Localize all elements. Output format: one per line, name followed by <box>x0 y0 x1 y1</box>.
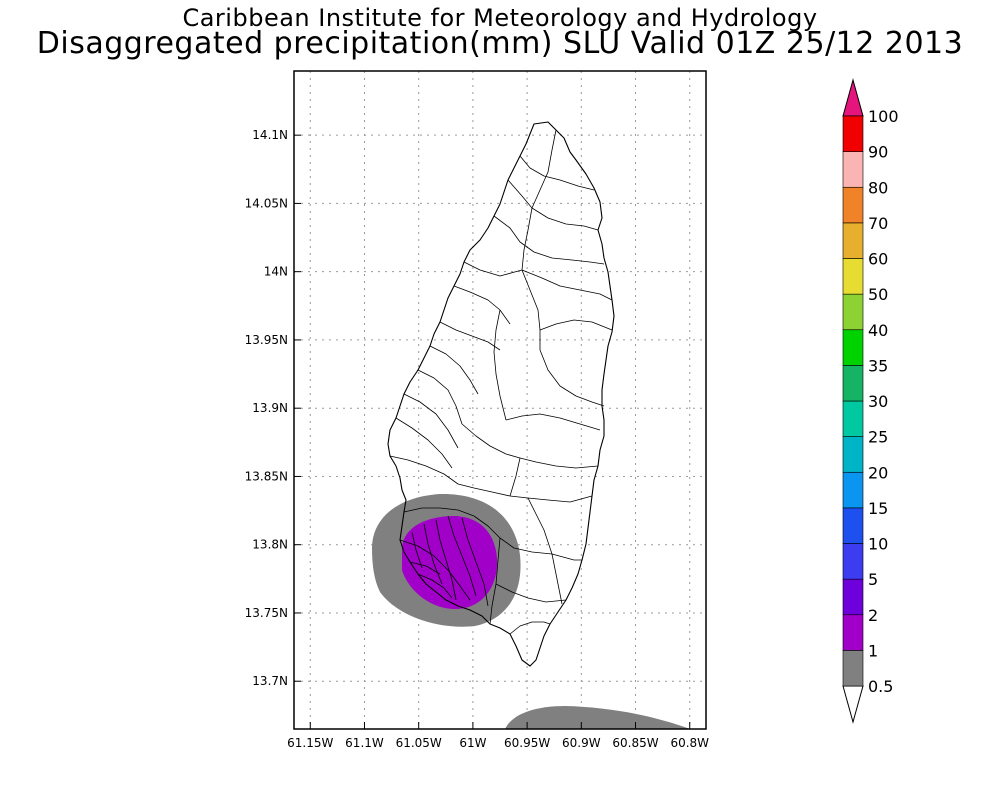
colorbar-label: 25 <box>868 428 888 447</box>
map-background <box>294 71 706 729</box>
map-subtitle: Disaggregated precipitation(mm) SLU Vali… <box>36 26 964 61</box>
map-content <box>294 71 706 729</box>
colorbar-label: 80 <box>868 178 888 197</box>
lon-tick-label: 60.85W <box>612 736 658 750</box>
colorbar-box-15 <box>842 471 864 509</box>
colorbar-box-0.5 <box>842 650 864 687</box>
lat-tick-label: 13.75N <box>245 606 288 620</box>
colorbar-box-25 <box>842 400 864 437</box>
colorbar-box-35 <box>842 329 864 366</box>
colorbar-label: 20 <box>868 463 888 482</box>
lon-tick-label: 61W <box>459 736 486 750</box>
colorbar-box-90 <box>842 115 864 152</box>
colorbar-box-40 <box>842 293 864 331</box>
colorbar-label: 90 <box>868 143 888 162</box>
colorbar-label: 30 <box>868 392 888 411</box>
lon-tick-label: 60.95W <box>504 736 550 750</box>
lon-tick-label: 61.05W <box>396 736 442 750</box>
lon-tick-label: 60.9W <box>562 736 601 750</box>
colorbar-label: 70 <box>868 214 888 233</box>
colorbar-box-60 <box>842 222 864 259</box>
colorbar-label: 15 <box>868 499 888 518</box>
lat-tick-label: 13.95N <box>245 333 288 347</box>
colorbar-label: 0.5 <box>868 677 893 696</box>
gridlines <box>294 71 706 729</box>
lat-tick-label: 13.85N <box>245 469 288 483</box>
colorbar-under-triangle <box>842 685 864 724</box>
colorbar-box-50 <box>842 258 864 295</box>
lon-tick-label: 61.15W <box>287 736 333 750</box>
lat-tick-label: 14N <box>264 265 288 279</box>
lon-tick-label: 61.1W <box>345 736 384 750</box>
colorbar-label: 5 <box>868 570 878 589</box>
lat-tick-label: 13.7N <box>252 674 288 688</box>
colorbar-label: 60 <box>868 250 888 269</box>
map-frame <box>293 70 707 730</box>
colorbar-label: 2 <box>868 606 878 625</box>
colorbar-box-80 <box>842 151 864 188</box>
lon-tick-label: 60.8W <box>670 736 709 750</box>
colorbar-box-5 <box>842 543 864 580</box>
colorbar-label: 10 <box>868 535 888 554</box>
watershed-boundaries <box>389 129 613 635</box>
colorbar-box-2 <box>842 578 864 616</box>
colorbar-label: 35 <box>868 356 888 375</box>
colorbar-box-70 <box>842 186 864 224</box>
lat-tick-label: 14.05N <box>245 196 288 210</box>
colorbar-box-10 <box>842 507 864 544</box>
colorbar-over-triangle <box>842 78 864 117</box>
precip-area-0.5mm-south <box>505 706 690 729</box>
map-title: Caribbean Institute for Meteorology and … <box>182 4 818 32</box>
colorbar-box-20 <box>842 436 864 473</box>
island-outline <box>387 121 615 667</box>
lat-tick-label: 13.8N <box>252 538 288 552</box>
colorbar-box-30 <box>842 365 864 402</box>
longitude-axis: 61.15W 61.1W 61.05W 61W 60.95W 60.9W 60.85W 60.… <box>287 722 709 750</box>
latitude-axis: 14.1N 14.05N 14N 13.95N 13.9N 13.85N 13.8N 13.7… <box>245 128 301 688</box>
colorbar-box-1 <box>842 614 864 651</box>
colorbar-label: 40 <box>868 321 888 340</box>
colorbar-label: 100 <box>868 107 899 126</box>
colorbar-label: 50 <box>868 285 888 304</box>
colorbar-label: 1 <box>868 641 878 660</box>
lat-tick-label: 14.1N <box>252 128 288 142</box>
lat-tick-label: 13.9N <box>252 401 288 415</box>
